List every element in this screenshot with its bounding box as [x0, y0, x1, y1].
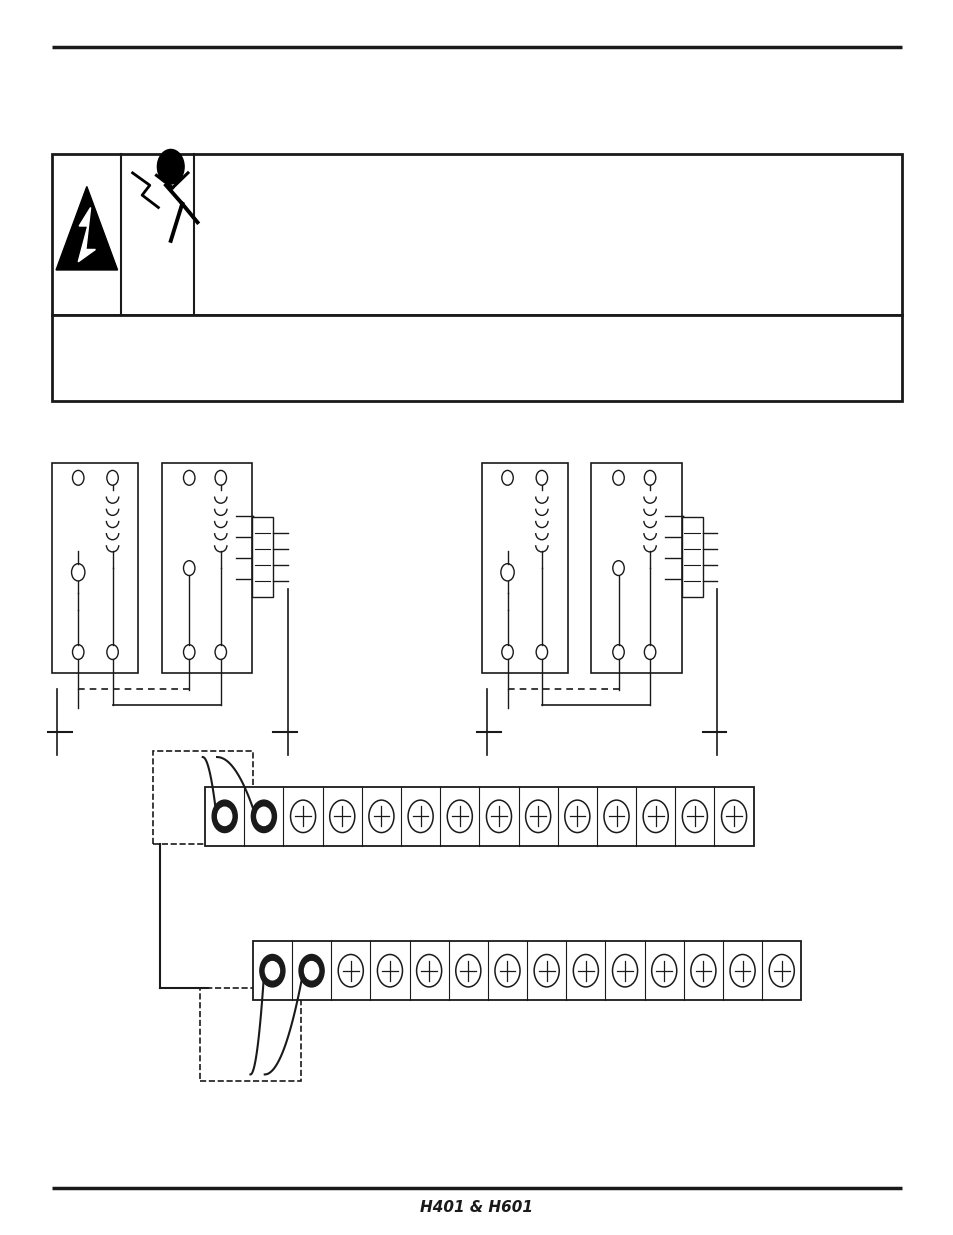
Circle shape	[298, 955, 324, 987]
Bar	[253, 941, 801, 1000]
Circle shape	[265, 962, 279, 979]
Bar	[591, 463, 680, 673]
Bar	[52, 463, 138, 673]
Polygon shape	[56, 186, 117, 270]
Circle shape	[217, 808, 232, 825]
Bar	[481, 463, 567, 673]
Circle shape	[256, 808, 271, 825]
Bar	[200, 988, 300, 1081]
Circle shape	[251, 800, 276, 832]
Bar	[205, 787, 753, 846]
Circle shape	[259, 955, 285, 987]
Bar	[680, 517, 701, 598]
Circle shape	[304, 962, 318, 979]
Bar	[252, 517, 273, 598]
Text: H401 & H601: H401 & H601	[420, 1200, 533, 1215]
Circle shape	[157, 149, 184, 184]
Bar	[162, 463, 252, 673]
Circle shape	[212, 800, 237, 832]
Bar	[52, 315, 901, 401]
Polygon shape	[78, 207, 95, 262]
Bar	[152, 751, 253, 844]
Bar	[52, 154, 901, 315]
